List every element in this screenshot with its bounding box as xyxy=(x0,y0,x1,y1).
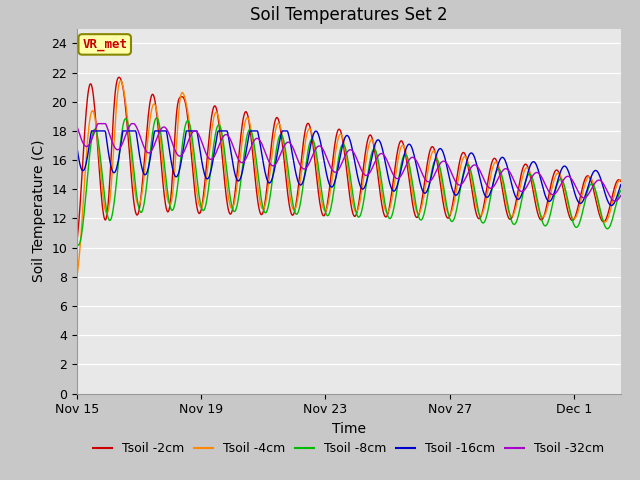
Tsoil -8cm xyxy=(147,143,155,149)
Y-axis label: Soil Temperature (C): Soil Temperature (C) xyxy=(31,140,45,282)
Tsoil -2cm xyxy=(355,198,363,204)
Tsoil -8cm xyxy=(356,214,364,219)
Tsoil -2cm xyxy=(147,95,155,101)
Tsoil -2cm xyxy=(490,156,497,162)
Tsoil -4cm xyxy=(117,78,125,84)
Line: Tsoil -16cm: Tsoil -16cm xyxy=(77,131,621,205)
Tsoil -8cm xyxy=(153,115,161,121)
Line: Tsoil -8cm: Tsoil -8cm xyxy=(77,118,621,245)
Tsoil -16cm xyxy=(88,128,95,134)
Tsoil -2cm xyxy=(73,240,81,245)
Tsoil -4cm xyxy=(490,163,497,168)
Tsoil -2cm xyxy=(115,74,123,80)
Tsoil -16cm xyxy=(184,128,191,134)
Tsoil -32cm xyxy=(617,192,625,198)
Line: Tsoil -32cm: Tsoil -32cm xyxy=(77,124,621,201)
Tsoil -8cm xyxy=(402,152,410,157)
Tsoil -4cm xyxy=(73,274,81,279)
Tsoil -16cm xyxy=(401,148,409,154)
Tsoil -16cm xyxy=(355,180,363,186)
Tsoil -32cm xyxy=(147,149,155,155)
Tsoil -4cm xyxy=(147,111,155,117)
Tsoil -4cm xyxy=(184,108,191,114)
Tsoil -8cm xyxy=(490,177,498,182)
X-axis label: Time: Time xyxy=(332,422,366,436)
Line: Tsoil -4cm: Tsoil -4cm xyxy=(77,81,621,276)
Tsoil -4cm xyxy=(136,201,143,207)
Tsoil -32cm xyxy=(136,132,143,138)
Tsoil -4cm xyxy=(401,146,409,152)
Tsoil -32cm xyxy=(401,165,409,170)
Text: VR_met: VR_met xyxy=(82,38,127,51)
Tsoil -2cm xyxy=(184,114,191,120)
Tsoil -32cm xyxy=(73,123,81,129)
Tsoil -2cm xyxy=(401,149,409,155)
Tsoil -16cm xyxy=(490,180,497,186)
Tsoil -8cm xyxy=(74,242,82,248)
Tsoil -32cm xyxy=(94,121,102,127)
Title: Soil Temperatures Set 2: Soil Temperatures Set 2 xyxy=(250,6,447,24)
Tsoil -32cm xyxy=(611,198,619,204)
Tsoil -2cm xyxy=(136,205,143,211)
Tsoil -8cm xyxy=(184,118,192,124)
Tsoil -32cm xyxy=(184,140,191,145)
Tsoil -4cm xyxy=(355,203,363,208)
Tsoil -32cm xyxy=(490,184,497,190)
Line: Tsoil -2cm: Tsoil -2cm xyxy=(77,77,621,242)
Tsoil -32cm xyxy=(355,162,363,168)
Tsoil -16cm xyxy=(607,203,615,208)
Tsoil -8cm xyxy=(617,188,625,193)
Tsoil -16cm xyxy=(617,182,625,188)
Tsoil -16cm xyxy=(147,152,155,157)
Legend: Tsoil -2cm, Tsoil -4cm, Tsoil -8cm, Tsoil -16cm, Tsoil -32cm: Tsoil -2cm, Tsoil -4cm, Tsoil -8cm, Tsoi… xyxy=(88,437,609,460)
Tsoil -16cm xyxy=(73,143,81,149)
Tsoil -8cm xyxy=(136,207,143,213)
Tsoil -4cm xyxy=(617,177,625,183)
Tsoil -8cm xyxy=(73,240,81,246)
Tsoil -16cm xyxy=(136,153,143,158)
Tsoil -2cm xyxy=(617,179,625,184)
